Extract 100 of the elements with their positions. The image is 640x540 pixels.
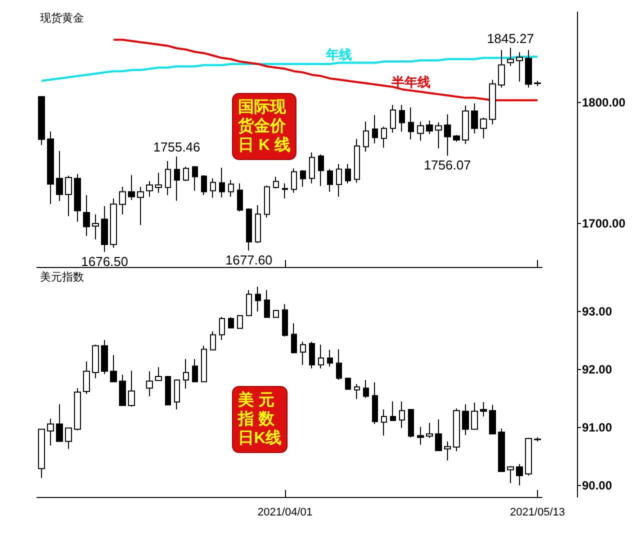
y-tick-label: 91.00 bbox=[582, 420, 612, 434]
candlestick bbox=[110, 354, 117, 382]
candlestick bbox=[56, 150, 63, 202]
candlestick bbox=[309, 152, 315, 184]
candlestick bbox=[92, 214, 99, 240]
candlestick bbox=[516, 52, 523, 82]
chart-title: 现货黄金 bbox=[40, 12, 84, 24]
candlestick bbox=[372, 382, 378, 425]
y-tick-label: 1700.00 bbox=[582, 216, 626, 230]
candlestick bbox=[128, 370, 135, 408]
candlestick bbox=[444, 114, 451, 156]
candlestick bbox=[183, 166, 189, 182]
chart-title: 美元指数 bbox=[40, 270, 84, 284]
candlestick bbox=[480, 401, 487, 417]
candlestick bbox=[74, 388, 81, 431]
candlestick bbox=[65, 175, 72, 217]
candlestick bbox=[146, 180, 153, 198]
candlestick bbox=[336, 164, 342, 198]
annotation: 1755.46 bbox=[153, 139, 200, 154]
candlestick bbox=[165, 160, 171, 196]
candlestick bbox=[201, 174, 207, 196]
candlestick bbox=[255, 204, 261, 244]
candlestick bbox=[47, 418, 54, 446]
candlestick bbox=[426, 120, 433, 135]
candlestick bbox=[399, 104, 405, 132]
candlestick bbox=[453, 134, 460, 142]
candlestick bbox=[489, 79, 496, 125]
annotation: 1845.27 bbox=[486, 30, 534, 46]
candlestick bbox=[246, 290, 252, 316]
candlestick bbox=[110, 198, 117, 248]
candlestick bbox=[435, 122, 442, 149]
candlestick bbox=[246, 208, 252, 252]
candlestick bbox=[498, 428, 505, 472]
candlestick bbox=[426, 422, 433, 438]
candlestick bbox=[453, 408, 460, 452]
candlestick bbox=[363, 121, 369, 152]
annotation: 货金价 bbox=[237, 117, 287, 135]
candlestick bbox=[128, 174, 135, 201]
y-tick-label: 1800.00 bbox=[582, 96, 626, 110]
candlestick bbox=[408, 408, 414, 438]
candlestick bbox=[210, 178, 216, 198]
series-label: 年线 bbox=[325, 46, 352, 62]
candlestick bbox=[282, 182, 288, 199]
candlestick bbox=[435, 418, 442, 452]
y-tick-label: 90.00 bbox=[582, 478, 612, 492]
candlestick bbox=[399, 400, 405, 429]
annotation: 日K线 bbox=[238, 429, 282, 447]
candlestick bbox=[300, 341, 306, 366]
candlestick bbox=[264, 290, 270, 318]
candlestick bbox=[507, 47, 514, 66]
annotation: 国际现 bbox=[238, 99, 287, 116]
candlestick bbox=[192, 358, 198, 382]
candlestick bbox=[47, 131, 54, 205]
candlestick bbox=[327, 349, 333, 368]
candlestick bbox=[165, 376, 171, 406]
candlestick bbox=[174, 379, 180, 410]
annotation: 指 数 bbox=[237, 410, 276, 428]
candlestick bbox=[408, 106, 414, 140]
candlestick bbox=[273, 176, 279, 189]
candlestick bbox=[282, 304, 288, 338]
candlestick bbox=[56, 404, 63, 442]
candlestick bbox=[210, 330, 216, 350]
candlestick bbox=[291, 168, 297, 194]
candlestick bbox=[336, 348, 342, 380]
y-tick-label: 92.00 bbox=[582, 362, 612, 377]
candlestick bbox=[101, 206, 108, 252]
candlestick bbox=[363, 379, 369, 398]
candlestick bbox=[146, 370, 153, 397]
candlestick bbox=[264, 185, 270, 218]
candlestick bbox=[471, 102, 478, 134]
candlestick bbox=[137, 186, 144, 226]
candlestick bbox=[228, 316, 234, 328]
candlestick bbox=[498, 49, 505, 88]
candlestick bbox=[525, 437, 532, 476]
annotation: 1676.50 bbox=[81, 254, 128, 269]
candlestick bbox=[345, 377, 351, 390]
candlestick bbox=[471, 402, 478, 430]
candlestick bbox=[192, 166, 198, 192]
candlestick bbox=[525, 49, 532, 88]
candlestick bbox=[155, 366, 162, 382]
x-tick-label: 2021/05/13 bbox=[510, 506, 566, 518]
candlestick bbox=[354, 138, 360, 184]
candlestick bbox=[327, 168, 333, 192]
candlestick bbox=[300, 170, 306, 188]
candlestick bbox=[372, 114, 378, 144]
candlestick bbox=[228, 180, 234, 198]
x-tick-label: 2021/04/01 bbox=[257, 506, 313, 518]
candlestick bbox=[354, 384, 360, 400]
candlestick bbox=[507, 466, 514, 484]
candlestick bbox=[237, 314, 243, 329]
candlestick bbox=[155, 172, 162, 194]
candlestick bbox=[38, 95, 45, 146]
candlestick bbox=[237, 182, 243, 212]
candlestick bbox=[534, 436, 541, 442]
candlestick bbox=[318, 154, 324, 187]
candlestick bbox=[38, 428, 45, 478]
candlestick bbox=[480, 117, 487, 139]
candlestick bbox=[273, 309, 279, 318]
candlestick bbox=[309, 341, 315, 369]
annotation: 美 元 bbox=[237, 390, 274, 409]
